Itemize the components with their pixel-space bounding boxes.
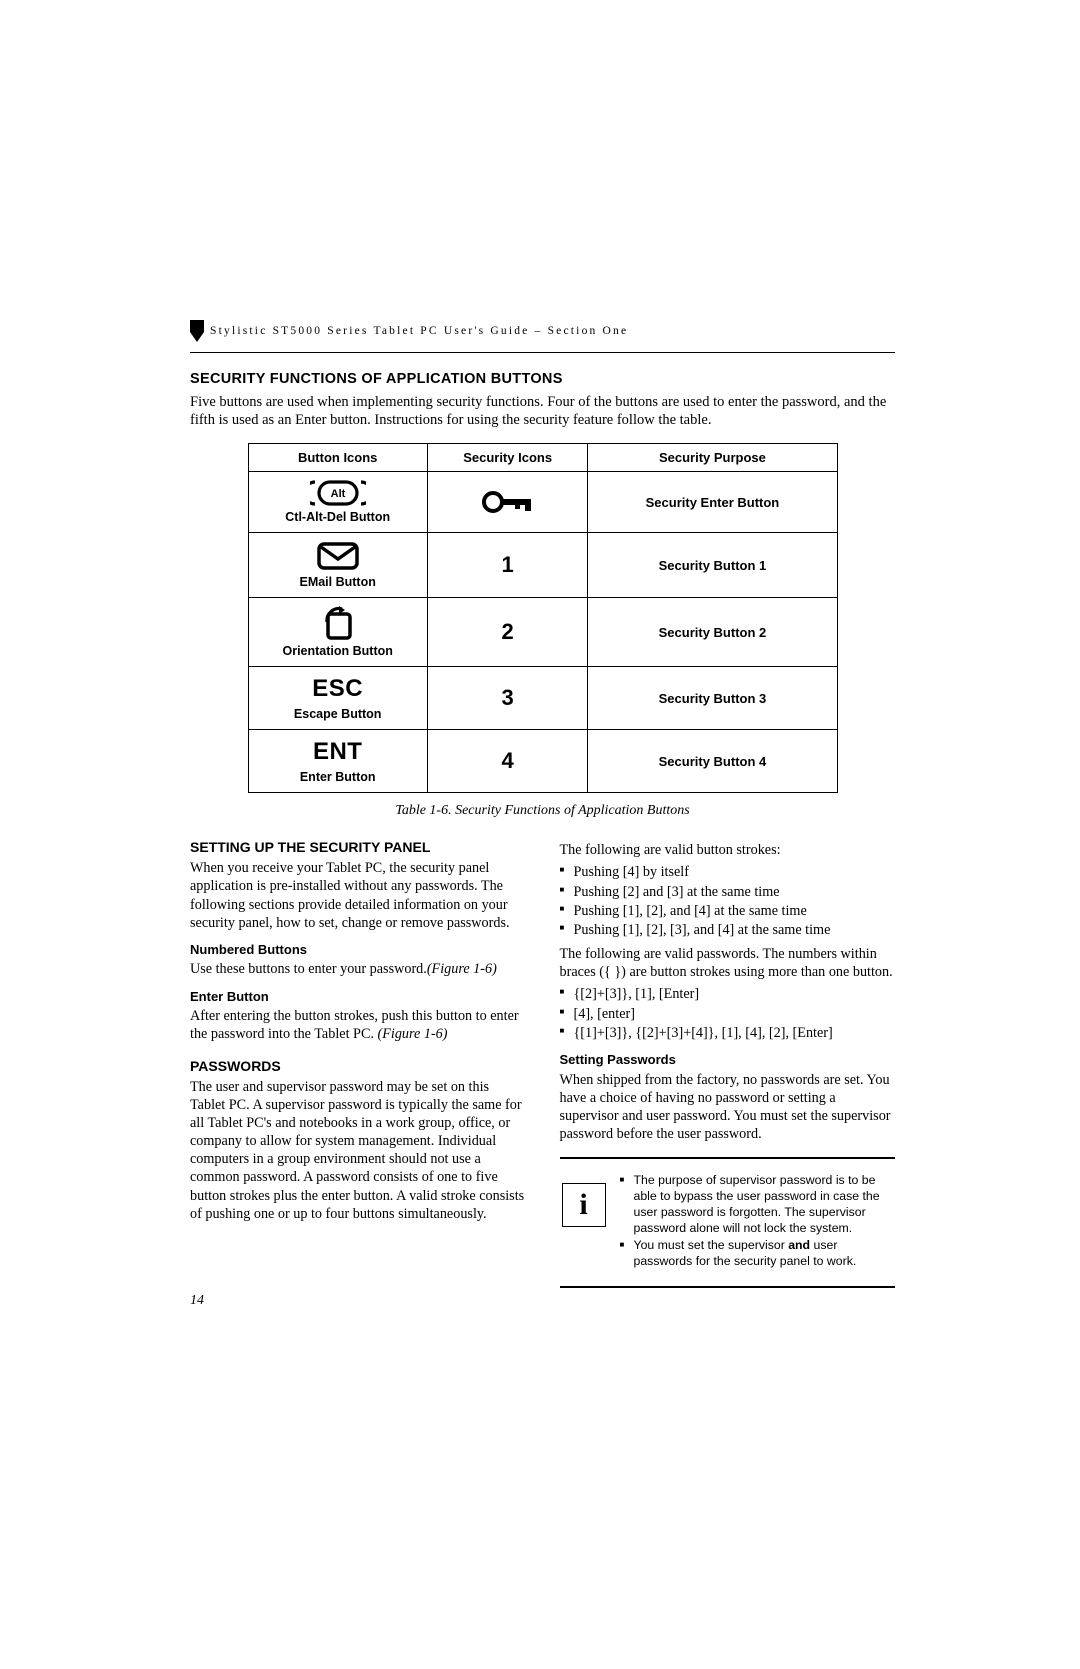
two-column-body: SETTING UP THE SECURITY PANEL When you r… — [190, 839, 895, 1288]
figure-ref: (Figure 1-6) — [427, 961, 497, 977]
purpose-cell: Security Button 2 — [588, 598, 837, 667]
body-text-span: After entering the button strokes, push … — [190, 1008, 519, 1042]
button-label: Enter Button — [259, 770, 417, 784]
list-item: Pushing [2] and [3] at the same time — [560, 883, 896, 901]
list-item: Pushing [1], [2], and [4] at the same ti… — [560, 902, 896, 920]
purpose-cell: Security Button 3 — [588, 667, 837, 730]
security-number: 2 — [502, 619, 514, 644]
table-row: ENT Enter Button 4 Security Button 4 — [248, 730, 837, 793]
security-number: 4 — [502, 748, 514, 773]
subsection-heading: SETTING UP THE SECURITY PANEL — [190, 839, 526, 857]
security-functions-table: Button Icons Security Icons Security Pur… — [248, 443, 838, 793]
table-caption: Table 1-6. Security Functions of Applica… — [190, 803, 895, 819]
document-page: Stylistic ST5000 Series Tablet PC User's… — [0, 0, 1080, 1669]
table-row: EMail Button 1 Security Button 1 — [248, 533, 837, 598]
right-column: The following are valid button strokes: … — [560, 839, 896, 1288]
passwords-list: {[2]+[3]}, [1], [Enter] [4], [enter] {[1… — [560, 985, 896, 1042]
list-item: The purpose of supervisor password is to… — [620, 1173, 894, 1237]
strokes-list: Pushing [4] by itself Pushing [2] and [3… — [560, 863, 896, 939]
running-header: Stylistic ST5000 Series Tablet PC User's… — [190, 320, 895, 342]
table-header: Button Icons — [248, 444, 427, 472]
body-text: After entering the button strokes, push … — [190, 1007, 526, 1043]
security-number: 1 — [502, 552, 514, 577]
button-label: Ctl-Alt-Del Button — [259, 510, 417, 524]
mini-heading: Numbered Buttons — [190, 942, 526, 959]
email-icon — [316, 541, 360, 571]
header-marker-icon — [190, 320, 204, 342]
page-number: 14 — [190, 1293, 204, 1309]
list-item: You must set the supervisor and user pas… — [620, 1238, 894, 1270]
button-label: EMail Button — [259, 575, 417, 589]
body-text: The following are valid passwords. The n… — [560, 945, 896, 981]
figure-ref: (Figure 1-6) — [378, 1026, 448, 1042]
body-text: The user and supervisor password may be … — [190, 1078, 526, 1223]
body-text: The following are valid button strokes: — [560, 841, 896, 859]
section-title: SECURITY FUNCTIONS OF APPLICATION BUTTON… — [190, 371, 895, 387]
orientation-icon — [318, 606, 358, 640]
purpose-cell: Security Enter Button — [588, 472, 837, 533]
intro-paragraph: Five buttons are used when implementing … — [190, 393, 895, 429]
esc-icon: ESC — [312, 675, 363, 702]
table-header: Security Icons — [427, 444, 588, 472]
list-item: Pushing [4] by itself — [560, 863, 896, 881]
table-row: ESC Escape Button 3 Security Button 3 — [248, 667, 837, 730]
body-text: When you receive your Tablet PC, the sec… — [190, 859, 526, 932]
list-item: {[2]+[3]}, [1], [Enter] — [560, 985, 896, 1003]
body-text: When shipped from the factory, no passwo… — [560, 1071, 896, 1144]
button-label: Orientation Button — [259, 644, 417, 658]
info-text: The purpose of supervisor password is to… — [620, 1169, 894, 1276]
left-column: SETTING UP THE SECURITY PANEL When you r… — [190, 839, 526, 1288]
purpose-cell: Security Button 4 — [588, 730, 837, 793]
body-text-span: Use these buttons to enter your password… — [190, 961, 427, 977]
running-head-text: Stylistic ST5000 Series Tablet PC User's… — [210, 325, 628, 337]
table-row: Alt Ctl-Alt-Del Button Security Enter Bu… — [248, 472, 837, 533]
table-row: Orientation Button 2 Security Button 2 — [248, 598, 837, 667]
security-number: 3 — [502, 685, 514, 710]
ctl-alt-del-icon: Alt — [310, 480, 366, 506]
svg-text:Alt: Alt — [330, 488, 345, 500]
list-item: Pushing [1], [2], [3], and [4] at the sa… — [560, 921, 896, 939]
header-rule — [190, 352, 895, 353]
body-text: Use these buttons to enter your password… — [190, 960, 526, 978]
button-label: Escape Button — [259, 707, 417, 721]
subsection-heading: PASSWORDS — [190, 1058, 526, 1076]
mini-heading: Enter Button — [190, 989, 526, 1006]
mini-heading: Setting Passwords — [560, 1052, 896, 1069]
info-icon: i — [562, 1183, 606, 1227]
key-icon — [481, 490, 535, 514]
table-header: Security Purpose — [588, 444, 837, 472]
info-callout: i The purpose of supervisor password is … — [560, 1157, 896, 1288]
purpose-cell: Security Button 1 — [588, 533, 837, 598]
list-item: {[1]+[3]}, {[2]+[3]+[4]}, [1], [4], [2],… — [560, 1024, 896, 1042]
list-item: [4], [enter] — [560, 1005, 896, 1023]
ent-icon: ENT — [313, 738, 363, 765]
